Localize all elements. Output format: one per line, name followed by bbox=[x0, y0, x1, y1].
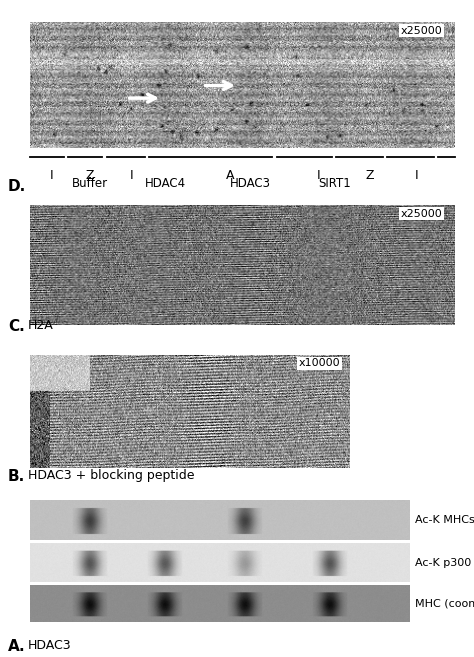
Text: Z: Z bbox=[85, 169, 94, 182]
Text: H2A: H2A bbox=[28, 319, 54, 332]
Text: I: I bbox=[415, 169, 419, 182]
Text: Ac-K MHCs: Ac-K MHCs bbox=[415, 515, 474, 525]
Text: I: I bbox=[130, 169, 134, 182]
Text: I: I bbox=[49, 169, 53, 182]
Text: x25000: x25000 bbox=[401, 26, 442, 35]
Text: Buffer: Buffer bbox=[72, 177, 108, 190]
Text: A: A bbox=[226, 169, 234, 182]
Text: I: I bbox=[317, 169, 321, 182]
Text: Z: Z bbox=[366, 169, 374, 182]
Text: Ac-K p300: Ac-K p300 bbox=[415, 558, 471, 568]
Text: SIRT1: SIRT1 bbox=[319, 177, 351, 190]
Text: HDAC3: HDAC3 bbox=[28, 639, 72, 652]
Text: B.: B. bbox=[8, 469, 25, 484]
Text: MHC (coomassie): MHC (coomassie) bbox=[415, 599, 474, 608]
Text: A.: A. bbox=[8, 639, 26, 654]
Text: D.: D. bbox=[8, 179, 26, 194]
Text: HDAC3: HDAC3 bbox=[229, 177, 271, 190]
Text: HDAC4: HDAC4 bbox=[145, 177, 185, 190]
Text: C.: C. bbox=[8, 319, 25, 334]
Text: x25000: x25000 bbox=[401, 209, 442, 219]
Text: HDAC3 + blocking peptide: HDAC3 + blocking peptide bbox=[28, 469, 194, 482]
Text: x10000: x10000 bbox=[299, 358, 340, 369]
